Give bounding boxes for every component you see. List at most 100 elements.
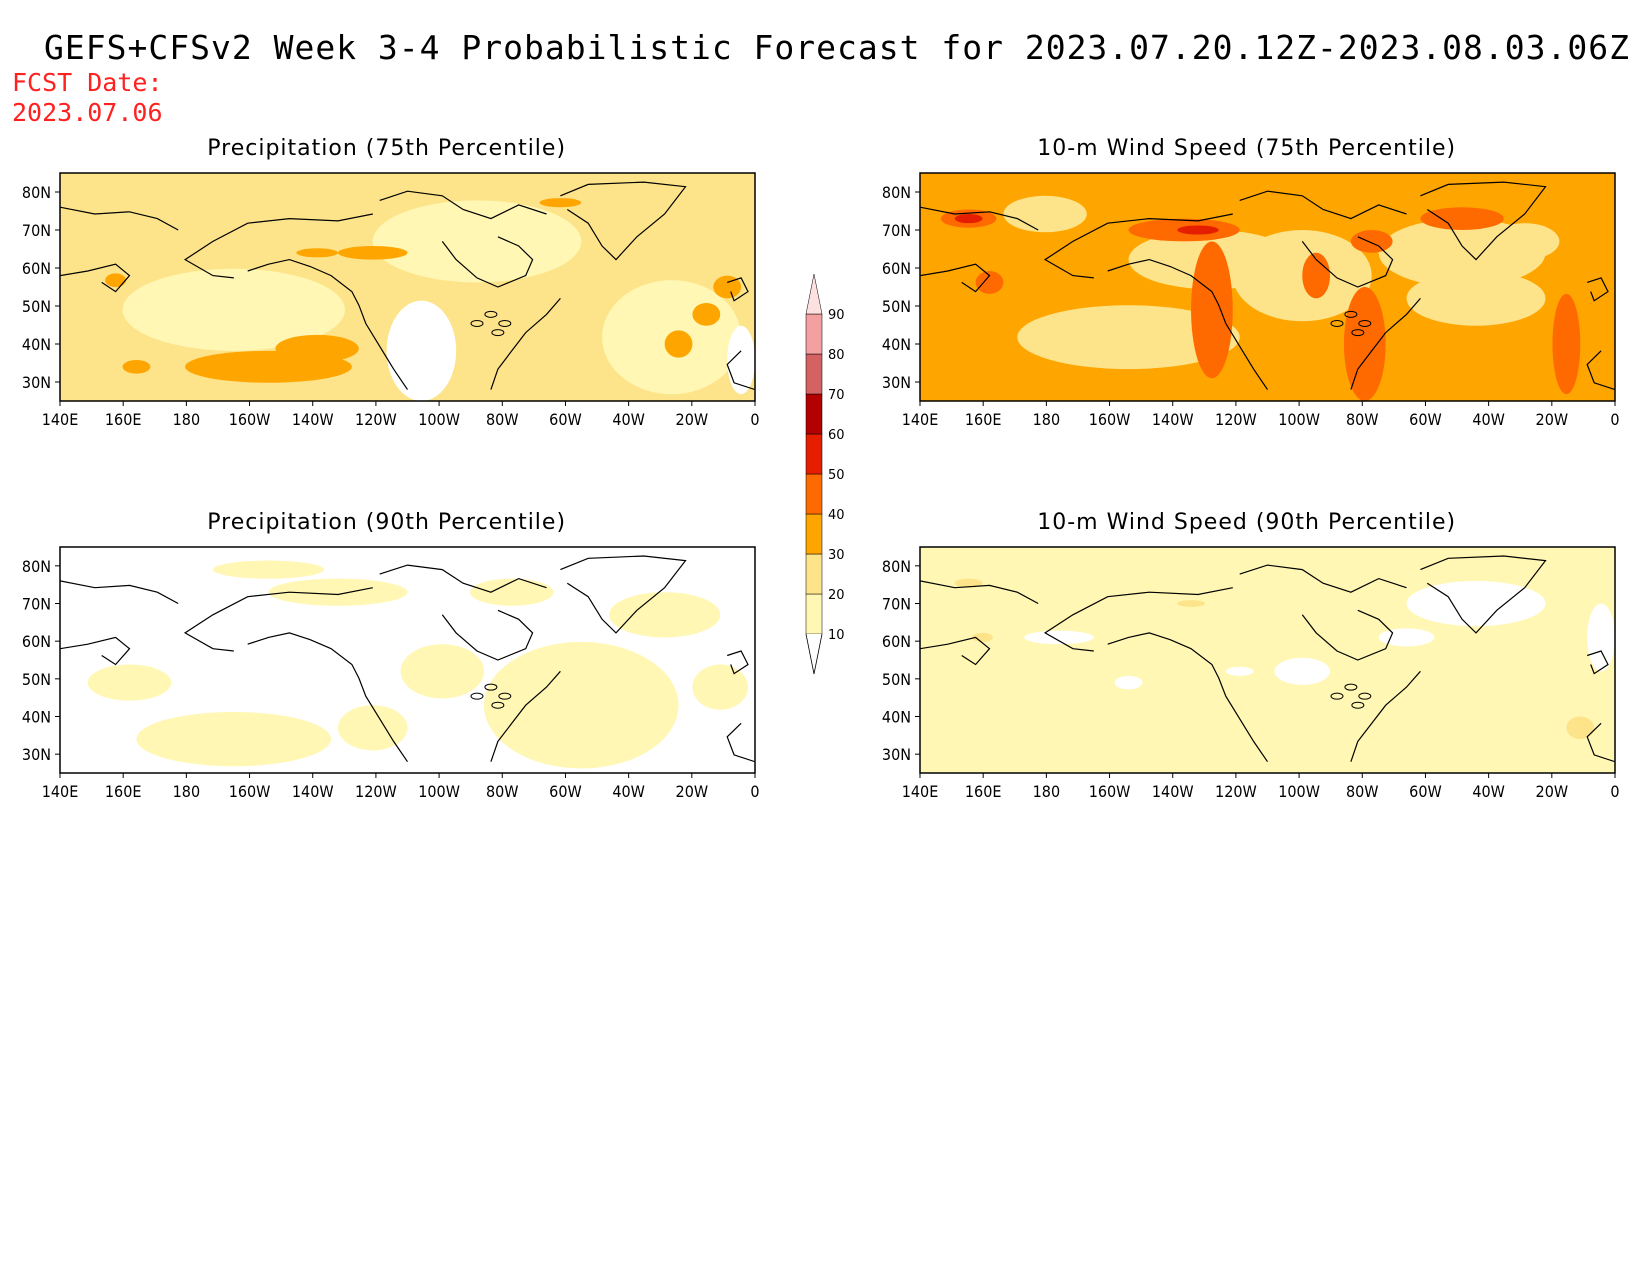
lon-tick-label: 40W <box>1472 410 1505 429</box>
lon-tick-label: 160E <box>965 410 1002 429</box>
field-contour <box>296 248 338 258</box>
colorbar-label: 70 <box>828 388 845 403</box>
lon-tick-label: 100W <box>418 410 460 429</box>
lon-tick-label: 60W <box>1409 410 1442 429</box>
map-panel-precip-75: Precipitation (75th Percentile) 140E 160E 1… <box>22 136 760 429</box>
field-contour <box>268 578 408 606</box>
map-frame <box>919 172 1616 402</box>
coastlines <box>60 181 755 391</box>
field-contour <box>122 268 345 351</box>
forecast-date-value: 2023.07.06 <box>12 98 163 127</box>
lat-tick-label: 30N <box>882 373 911 392</box>
lon-tick-label: 160W <box>229 782 271 801</box>
lon-tick-label: 0 <box>1610 410 1619 429</box>
lon-tick-label: 40W <box>612 782 645 801</box>
lon-tick-label: 140E <box>42 782 79 801</box>
lat-tick-label: 60N <box>22 632 51 651</box>
field-contour <box>1489 223 1560 260</box>
forecast-date-label: FCST Date: <box>12 68 163 97</box>
colorbar-segment <box>805 433 823 475</box>
field-contour <box>1552 293 1581 395</box>
map-frame <box>59 172 756 402</box>
lon-tick-label: 160W <box>1089 782 1131 801</box>
field-contour <box>664 330 693 358</box>
lon-tick-label: 140E <box>902 410 939 429</box>
lon-tick-label: 180 <box>173 782 200 801</box>
lon-tick-label: 120W <box>355 782 397 801</box>
field-contour <box>1343 287 1386 401</box>
lat-tick-label: 30N <box>22 373 51 392</box>
lat-tick-label: 50N <box>22 670 51 689</box>
field-contour <box>105 273 127 287</box>
lat-tick-label: 40N <box>882 708 911 727</box>
colorbar-segment <box>805 553 823 595</box>
field-contour <box>713 275 742 299</box>
colorbar-label: 20 <box>828 588 845 603</box>
lon-tick-label: 80W <box>486 410 519 429</box>
lat-tick-label: 40N <box>22 708 51 727</box>
field-contour <box>338 245 408 260</box>
field-contour <box>1191 241 1233 379</box>
lon-tick-label: 40W <box>612 410 645 429</box>
lat-tick-label: 30N <box>22 745 51 764</box>
lat-tick-label: 70N <box>882 595 911 614</box>
probability-field <box>60 173 755 401</box>
lon-tick-label: 140E <box>902 782 939 801</box>
field-contour <box>1024 630 1094 645</box>
field-contour <box>122 359 151 374</box>
lon-tick-label: 0 <box>750 782 759 801</box>
colorbar-segment <box>805 593 823 635</box>
lat-tick-label: 50N <box>882 670 911 689</box>
lon-tick-label: 100W <box>1278 782 1320 801</box>
lon-tick-label: 180 <box>173 410 200 429</box>
colorbar-segment <box>805 513 823 555</box>
field-contour <box>692 664 749 710</box>
field-contour <box>539 198 582 208</box>
lon-tick-label: 160W <box>1089 410 1131 429</box>
lon-tick-label: 20W <box>1536 782 1569 801</box>
panel-title: 10-m Wind Speed (90th Percentile) <box>1037 510 1456 535</box>
field-contour <box>1420 207 1504 231</box>
lon-tick-label: 100W <box>418 782 460 801</box>
colorbar: 10 20 30 40 50 60 70 80 90 <box>805 273 845 675</box>
field-contour <box>400 644 484 699</box>
field-contour <box>87 664 172 701</box>
lon-tick-label: 0 <box>1610 782 1619 801</box>
colorbar-label: 10 <box>828 628 845 643</box>
probability-field <box>920 173 1615 401</box>
field-contour <box>1350 230 1393 253</box>
lon-tick-label: 60W <box>549 782 582 801</box>
colorbar-segment <box>805 353 823 395</box>
lat-tick-label: 50N <box>22 297 51 316</box>
lat-tick-label: 80N <box>22 557 51 576</box>
lat-tick-label: 60N <box>22 259 51 278</box>
panel-title: Precipitation (90th Percentile) <box>207 510 566 535</box>
lon-tick-label: 60W <box>549 410 582 429</box>
field-contour <box>1177 600 1205 607</box>
lon-tick-label: 80W <box>486 782 519 801</box>
colorbar-min-arrow <box>805 633 823 675</box>
lat-tick-label: 40N <box>22 335 51 354</box>
lon-tick-label: 180 <box>1033 782 1060 801</box>
lon-tick-label: 140E <box>42 410 79 429</box>
colorbar-max-arrow <box>805 273 823 315</box>
lat-tick-label: 50N <box>882 297 911 316</box>
map-frame <box>919 546 1616 774</box>
map-panel-precip-90: Precipitation (90th Percentile) 140E 160E 1… <box>22 510 760 801</box>
field-contour <box>1378 628 1435 647</box>
lat-tick-label: 70N <box>22 595 51 614</box>
lon-tick-label: 20W <box>676 410 709 429</box>
map-frame <box>59 546 756 774</box>
field-contour <box>1274 657 1331 685</box>
lon-tick-label: 140W <box>1152 782 1194 801</box>
lon-tick-label: 120W <box>355 410 397 429</box>
lat-tick-label: 80N <box>882 557 911 576</box>
lon-tick-label: 80W <box>1346 410 1379 429</box>
lat-tick-label: 30N <box>882 745 911 764</box>
lon-tick-label: 160E <box>105 782 142 801</box>
field-contour <box>372 200 582 283</box>
field-contour <box>1177 225 1219 235</box>
field-contour <box>975 271 1004 294</box>
field-contour <box>1003 195 1087 233</box>
field-contour <box>1302 252 1331 299</box>
